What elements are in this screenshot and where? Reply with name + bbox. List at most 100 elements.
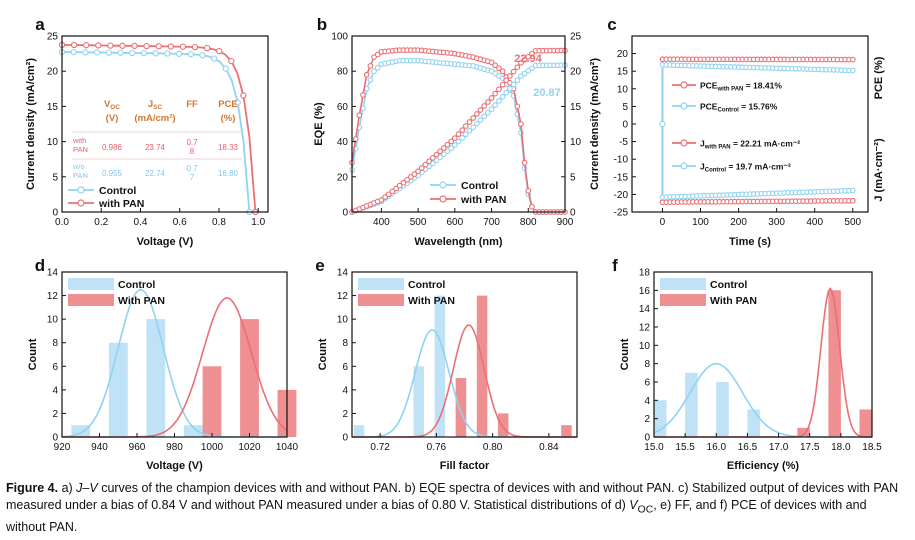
panel-d-ytick-label: 12 [47, 291, 59, 302]
panel-e-ytick-label: 4 [342, 385, 348, 396]
panel-c-xtick-label: 0 [660, 217, 666, 228]
panel-a-table-row-label: w/o [72, 162, 85, 171]
panel-b-xtick-label: 500 [410, 217, 427, 228]
panel-f-xtick-label: 15.0 [644, 442, 664, 453]
panel-a-point-pan [83, 42, 90, 49]
panel-b-point-jsc-pan [492, 90, 499, 97]
panel-b-point-jsc-pan [496, 86, 502, 93]
panel-b-point-eqe-control [374, 64, 381, 71]
panel-a-point-control [234, 99, 241, 106]
panel-e-bar-pan [476, 295, 488, 437]
panel-b-point-jsc-pan [451, 135, 458, 141]
panel-b-ylabel2: Current density (mA/cm²) [589, 58, 601, 190]
panel-e-ylabel: Count [317, 338, 329, 370]
panel-a-xtick-label: 0.0 [55, 217, 69, 228]
panel-d-xtick-label: 1040 [276, 442, 299, 453]
panel-a-legend-pan-label: with PAN [98, 198, 144, 210]
panel-a-xtick-label: 0.4 [134, 217, 148, 228]
panel-f-xtick-label: 16.0 [707, 442, 727, 453]
panel-e-bar-control [434, 295, 446, 437]
panel-e-ytick-label: 14 [337, 268, 349, 279]
panel-a-point-pan [191, 43, 199, 51]
panel-b-point-jsc-control [529, 65, 535, 72]
panel-b-jsc-label-control: 20.87 [533, 87, 561, 99]
panel-c-legend-marker [680, 162, 688, 170]
panel-f-ytick-label: 18 [639, 268, 651, 279]
panel-f-letter: f [612, 256, 618, 275]
panel-b-point-jsc-control [514, 77, 521, 84]
panel-b-point-jsc-pan [400, 179, 407, 186]
panel-b-point-jsc-control [462, 131, 469, 138]
panel-a-xtick-label: 0.6 [173, 217, 187, 228]
panel-c-ytick-label: 15 [617, 67, 629, 78]
panel-b-y2tick-label: 20 [570, 67, 582, 78]
panel-c-ylabel2: J (mA·cm⁻²) [873, 138, 885, 202]
panel-e-legend-swatch-pan [358, 294, 404, 306]
panel-f-ytick-label: 6 [644, 378, 650, 389]
panel-b-point-jsc-pan [429, 155, 436, 161]
panel-c-origin-point [659, 120, 666, 128]
panel-b-point-jsc-pan [499, 81, 506, 88]
caption-part-1: a) [61, 481, 77, 495]
panel-f-bar-control [747, 409, 760, 437]
panel-c-ytick-label: -25 [614, 208, 629, 219]
panel-a-point-pan [107, 42, 114, 49]
panel-c-legend-marker [680, 102, 688, 110]
panel-f-legend-swatch-control [660, 278, 706, 290]
panel-a-point-control [93, 49, 101, 56]
panel-c-xlabel: Time (s) [729, 236, 771, 248]
panel-b-point-eqe-pan [360, 92, 366, 98]
panel-a-point-control [152, 50, 159, 57]
panel-b-point-eqe-pan [529, 203, 535, 210]
panel-a-point-pan [131, 42, 138, 50]
panel-d-letter: d [35, 256, 45, 275]
panel-f-ytick-label: 8 [644, 359, 650, 370]
panel-a-table-header: JSC [148, 99, 163, 111]
panel-a-point-control [105, 49, 112, 56]
panel-c-legend-label: PCEwith PAN = 18.41% [700, 81, 782, 93]
panel-b-point-jsc-pan [466, 119, 473, 125]
panel-b-point-jsc-pan [525, 53, 532, 60]
panel-f-xtick-label: 18.0 [831, 442, 851, 453]
panel-b-point-jsc-control [459, 135, 466, 141]
panel-a-point-control [70, 48, 77, 56]
caption-jv: J–V [76, 481, 98, 495]
panel-c-point-pce-pan [849, 56, 856, 63]
panel-a-point-pan [155, 43, 162, 50]
panel-a-axes [61, 35, 269, 213]
panel-f-bar-pan [828, 290, 841, 437]
panel-d-ytick-label: 8 [52, 338, 58, 349]
panel-a-point-pan [119, 42, 126, 49]
panel-f-legend-swatch-pan [660, 294, 706, 306]
panel-b-y2tick-label: 25 [570, 32, 582, 43]
panel-b-axes [351, 35, 566, 213]
panel-c-curve-pce-control [660, 64, 853, 125]
panel-d-bar-control [146, 319, 166, 437]
panel-f-legend-label-pan: With PAN [710, 295, 757, 307]
panel-a-table-pce: 16.80 [218, 169, 239, 178]
panel-b-point-jsc-pan [385, 191, 392, 198]
panel-b-point-eqe-pan [488, 59, 495, 66]
panel-b-point-jsc-pan [455, 131, 462, 137]
panel-c-legend-label: PCEControl = 15.76% [700, 102, 778, 114]
panel-e-legend-label-pan: With PAN [408, 295, 455, 307]
panel-b-point-jsc-control [521, 70, 528, 77]
panel-b-xtick-label: 800 [520, 217, 537, 228]
panel-a-point-pan [203, 44, 211, 52]
panel-b-ytick-label: 20 [337, 172, 349, 183]
panel-c-legend-marker [680, 139, 688, 147]
panel-b-point-jsc-pan [514, 64, 521, 71]
panel-c-xtick-label: 400 [806, 217, 823, 228]
panel-b-point-jsc-pan [459, 127, 466, 133]
panel-b-point-jsc-control [451, 142, 458, 148]
panel-b-point-eqe-pan [518, 121, 524, 127]
panel-b-point-jsc-pan [488, 95, 495, 101]
panel-b-xtick-label: 400 [373, 217, 390, 228]
panel-b-point-jsc-control [492, 102, 499, 108]
panel-f-xtick-label: 15.5 [675, 442, 695, 453]
panel-e-ytick-label: 12 [337, 291, 349, 302]
panel-c-ylabel: PCE (%) [873, 56, 885, 99]
panel-a-point-control [222, 65, 230, 72]
panel-c-xtick-label: 200 [730, 217, 747, 228]
panel-a-point-pan [95, 42, 102, 49]
